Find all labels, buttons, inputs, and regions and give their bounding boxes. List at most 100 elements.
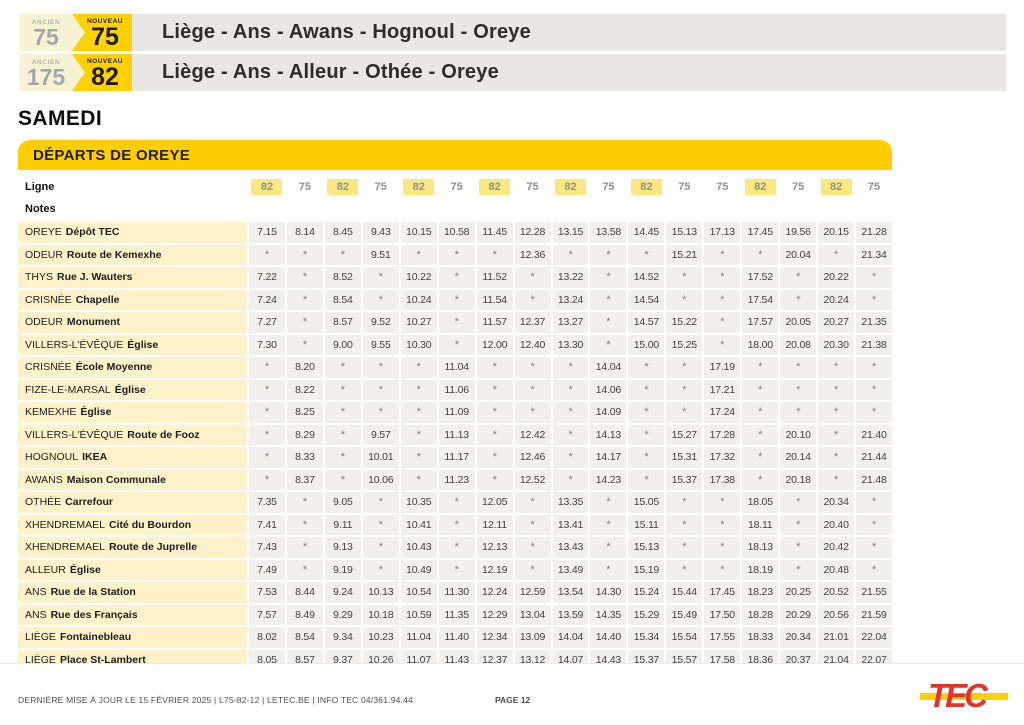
stop-detail: Rue des Français: [50, 608, 138, 621]
line-number-cell: 75: [287, 179, 323, 195]
no-service-mark: *: [476, 357, 513, 378]
no-service-mark: *: [514, 492, 551, 513]
departure-time: 9.55: [362, 334, 399, 355]
no-service-mark: *: [628, 424, 665, 445]
no-service-mark: *: [249, 447, 285, 468]
departure-time: 15.54: [666, 627, 703, 648]
stop-detail: Chapelle: [75, 293, 120, 306]
departure-time: 11.35: [438, 604, 475, 625]
departure-time: 9.29: [324, 604, 361, 625]
departure-time: 8.14: [286, 222, 323, 243]
no-service-mark: *: [286, 537, 323, 558]
no-service-mark: *: [666, 379, 703, 400]
no-service-mark: *: [362, 514, 399, 535]
stop-city: LIÈGE: [25, 631, 56, 644]
no-service-mark: *: [856, 289, 892, 310]
departure-time: 9.05: [324, 492, 361, 513]
departure-time: 13.54: [552, 582, 589, 603]
no-service-mark: *: [362, 289, 399, 310]
stop-city: ANS: [25, 586, 47, 599]
departure-time: 12.52: [514, 469, 551, 490]
stop-city: CRISNÉE: [25, 293, 72, 306]
departure-time: 9.43: [362, 222, 399, 243]
no-service-mark: *: [780, 402, 817, 423]
line-number-cell: 82: [628, 179, 664, 195]
line-number-badge: 82: [479, 179, 511, 195]
no-service-mark: *: [362, 402, 399, 423]
no-service-mark: *: [514, 559, 551, 580]
departure-time: 15.05: [628, 492, 665, 513]
no-service-mark: *: [400, 447, 437, 468]
line-number-cell: 82: [401, 179, 437, 195]
departure-time: 21.55: [856, 582, 892, 603]
no-service-mark: *: [780, 289, 817, 310]
departure-time: 9.51: [362, 244, 399, 265]
departure-time: 12.28: [514, 222, 551, 243]
stop-name-cell: ANS Rue des Français: [18, 604, 247, 625]
no-service-mark: *: [856, 559, 892, 580]
departure-time: 12.40: [514, 334, 551, 355]
departure-time: 14.35: [590, 604, 627, 625]
timetable-row: ODEUR Monument 7.27 * 8.57 9.52 10.27 * 11.57 12.…: [18, 312, 892, 333]
old-line-badge: ANCIEN 75: [20, 14, 72, 51]
line-banner: ANCIEN 75 NOUVEAU 75 Liège - Ans - Awans…: [20, 14, 1006, 51]
no-service-mark: *: [286, 492, 323, 513]
line-number-badge: 75: [450, 181, 463, 193]
timetable-row: ODEUR Route de Kemexhe * * * 9.51 * * * 12.36 * * * 1…: [18, 244, 892, 265]
departure-time: 15.13: [666, 222, 703, 243]
departure-time: 21.35: [856, 312, 892, 333]
new-line-badge: NOUVEAU 82: [72, 54, 132, 91]
line-number-cell: 82: [249, 179, 285, 195]
departure-time: 22.04: [856, 627, 892, 648]
no-service-mark: *: [514, 289, 551, 310]
departure-time: 11.13: [438, 424, 475, 445]
no-service-mark: *: [400, 469, 437, 490]
no-service-mark: *: [704, 537, 741, 558]
no-service-mark: *: [818, 379, 855, 400]
stop-city: OTHÉE: [25, 496, 62, 509]
departure-time: 15.21: [666, 244, 703, 265]
timetable-row: VILLERS-L'ÉVÊQUE Route de Fooz * 8.29 * 9.57 *…: [18, 424, 892, 445]
no-service-mark: *: [590, 492, 627, 513]
departure-time: 20.56: [818, 604, 855, 625]
no-service-mark: *: [400, 379, 437, 400]
departure-time: 15.49: [666, 604, 703, 625]
no-service-mark: *: [780, 379, 817, 400]
line-number-cell: 82: [818, 179, 854, 195]
line-number-cell: 75: [856, 179, 892, 195]
no-service-mark: *: [249, 424, 285, 445]
stop-detail: École Moyenne: [75, 361, 153, 374]
line-number-badge: 82: [403, 179, 435, 195]
stop-detail: Route de Fooz: [127, 428, 200, 441]
no-service-mark: *: [666, 267, 703, 288]
departure-time: 13.41: [552, 514, 589, 535]
no-service-mark: *: [476, 424, 513, 445]
timetable-row: FIZE-LE-MARSAL Église * 8.22 * * * 11.06 * * * 14.0…: [18, 379, 892, 400]
departure-time: 18.13: [742, 537, 779, 558]
departure-time: 21.28: [856, 222, 892, 243]
departure-time: 9.13: [324, 537, 361, 558]
route-title: Liège - Ans - Alleur - Othée - Oreye: [132, 54, 1006, 91]
line-number-badge: 75: [526, 181, 539, 193]
departure-time: 12.24: [476, 582, 513, 603]
departure-time: 8.33: [286, 447, 323, 468]
no-service-mark: *: [742, 402, 779, 423]
stop-name-cell: AWANS Maison Communale: [18, 469, 247, 490]
departure-time: 10.59: [400, 604, 437, 625]
no-service-mark: *: [856, 514, 892, 535]
departure-time: 20.34: [780, 627, 817, 648]
no-service-mark: *: [552, 424, 589, 445]
stop-name-cell: ODEUR Route de Kemexhe: [18, 244, 247, 265]
no-service-mark: *: [286, 559, 323, 580]
timetable-row: ANS Rue des Français 7.57 8.49 9.29 10.18 10.5…: [18, 604, 892, 625]
no-service-mark: *: [438, 289, 475, 310]
departure-time: 8.54: [286, 627, 323, 648]
no-service-mark: *: [324, 469, 361, 490]
stop-detail: Dépôt TEC: [65, 226, 120, 239]
stop-detail: Rue J. Wauters: [57, 271, 133, 284]
departure-time: 14.54: [628, 289, 665, 310]
departure-time: 13.27: [552, 312, 589, 333]
departure-time: 13.22: [552, 267, 589, 288]
departure-time: 8.37: [286, 469, 323, 490]
page-footer: DERNIÈRE MISE À JOUR LE 15 FÉVRIER 2025 …: [0, 663, 1024, 725]
